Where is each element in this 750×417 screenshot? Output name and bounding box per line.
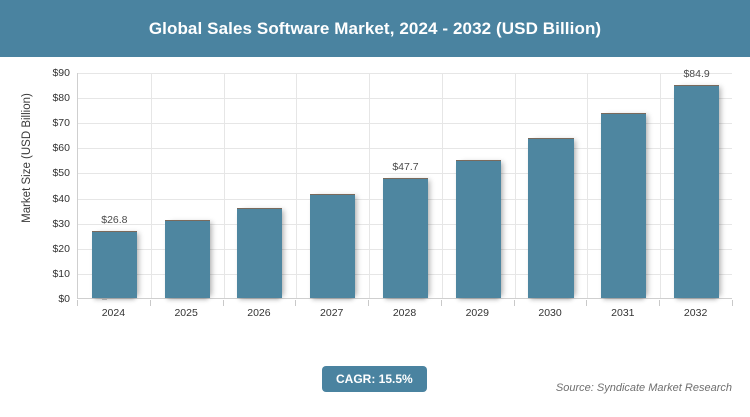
bar-value-label: $47.7	[392, 161, 419, 174]
bar-value-label: $26.8	[101, 213, 128, 226]
bar	[528, 138, 574, 298]
y-axis-tick-label: $30	[52, 217, 70, 230]
plot-canvas: $26.8 $47.7 $84.9	[77, 68, 733, 299]
chart-plot-area: Market Size (USD Billion) $0 $10 $20 $30 $40…	[0, 57, 750, 357]
x-axis-tick	[659, 300, 661, 306]
bar-slot	[442, 73, 515, 298]
x-axis-tick-label: 2026	[247, 307, 271, 319]
bar	[455, 159, 501, 298]
bar-slot	[515, 73, 588, 298]
gridline	[78, 173, 732, 175]
bar-slot	[587, 73, 660, 298]
chart-title: Global Sales Software Market, 2024 - 203…	[148, 18, 602, 38]
y-axis-tick-label: $40	[52, 192, 70, 205]
cagr-badge: CAGR: 15.5%	[322, 366, 427, 392]
category-separator	[441, 73, 443, 298]
bar-value-label: $84.9	[683, 67, 710, 80]
x-axis-tick-label: 2024	[101, 307, 126, 319]
bar	[91, 230, 137, 298]
y-axis-tick-label: $50	[52, 167, 70, 180]
x-axis-tick-label: 2031	[611, 307, 635, 319]
bar	[237, 208, 283, 298]
gridline	[78, 148, 732, 150]
x-axis-tick	[368, 300, 370, 306]
bar	[382, 178, 429, 298]
category-separator	[587, 73, 589, 298]
x-axis-tick-label: 2030	[538, 307, 562, 319]
bar-slot	[151, 73, 224, 298]
gridline	[78, 123, 732, 125]
y-axis-tick-label: $10	[52, 267, 70, 280]
y-axis-tick-label: $20	[52, 242, 70, 255]
y-axis-tick-labels: $0 $10 $20 $30 $40 $50 $60 $70 $80 $90	[30, 67, 107, 305]
bar-slot: $26.8	[78, 73, 151, 298]
category-separator	[150, 73, 152, 298]
x-axis-tick	[77, 300, 78, 306]
y-axis-tick	[102, 299, 107, 300]
category-separator	[369, 73, 371, 298]
bar-slot	[224, 73, 297, 298]
y-axis-tick-label: $70	[52, 117, 70, 130]
bar	[674, 84, 720, 298]
x-axis-tick	[586, 300, 588, 306]
bar-slot	[296, 73, 369, 298]
category-separator	[660, 73, 662, 298]
x-axis-tick	[222, 300, 224, 306]
gridline	[78, 98, 732, 100]
x-axis-tick	[513, 300, 515, 306]
source-note: Source: Syndicate Market Research	[555, 382, 732, 394]
bar-series: $26.8 $47.7 $84.9	[78, 68, 733, 298]
x-axis-tick	[732, 300, 733, 306]
x-axis-tick-label: 2025	[174, 307, 198, 319]
chart-header: Global Sales Software Market, 2024 - 203…	[0, 0, 750, 57]
x-axis-tick	[295, 300, 297, 306]
bar	[164, 220, 210, 298]
category-separator	[223, 73, 225, 298]
x-axis-tick	[149, 300, 151, 306]
y-axis-tick-label: $60	[52, 142, 70, 155]
bar-slot: $47.7	[369, 73, 442, 298]
gridline	[78, 73, 732, 74]
bar-slot: $84.9	[660, 68, 733, 298]
bar	[310, 194, 356, 298]
x-axis-tick-label: 2028	[392, 307, 417, 319]
category-separator	[296, 73, 298, 298]
x-axis-tick-label: 2032	[683, 307, 708, 319]
x-axis-tick-label: 2027	[320, 307, 344, 319]
y-axis-tick-label: $90	[52, 67, 70, 79]
y-axis-tick-label: $0	[58, 293, 70, 305]
category-separator	[514, 73, 516, 298]
x-axis-tick	[440, 300, 442, 306]
x-axis-tick-label: 2029	[465, 307, 489, 319]
chart-footer: CAGR: 15.5% Source: Syndicate Market Res…	[0, 357, 750, 417]
bar	[601, 113, 647, 298]
y-axis-tick-label: $80	[52, 92, 70, 105]
x-axis-tick-labels: 2024 2025 2026 2027 2028 2029 2030 2031 2032	[77, 300, 733, 329]
